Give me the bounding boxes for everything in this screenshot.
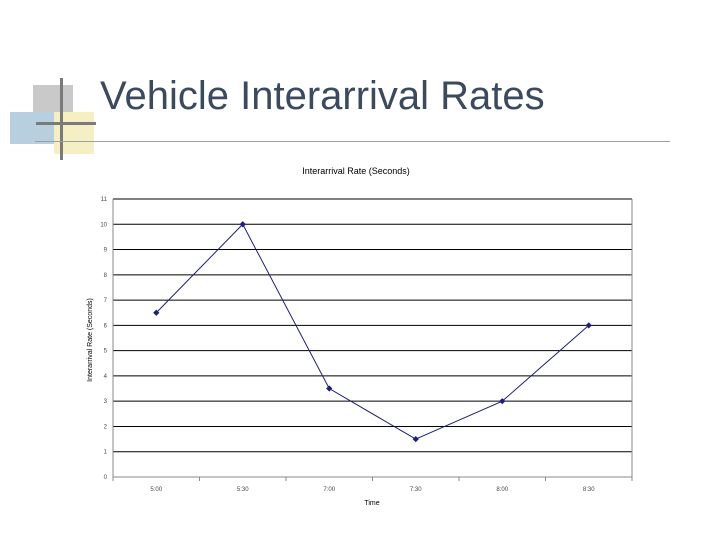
- data-point: [412, 435, 419, 443]
- title-divider: [35, 141, 670, 142]
- y-axis-ticks: 0 1 2 3 4 5 6 7 8 9 10 11: [100, 197, 107, 481]
- chart-axes: [112, 199, 633, 478]
- y-tick-label: 5: [104, 349, 108, 355]
- logo-blue-square: [10, 112, 56, 144]
- data-point: [239, 221, 246, 228]
- y-tick-label: 10: [100, 222, 107, 228]
- y-tick-label: 0: [104, 475, 108, 481]
- series-line: [155, 223, 590, 440]
- y-tick-label: 9: [104, 248, 108, 254]
- logo-horizontal-bar: [36, 122, 96, 125]
- data-point: [326, 385, 333, 392]
- x-axis-ticks: 5:00 5:30 7:00 7:30 8:00 8:30: [112, 477, 633, 493]
- x-tick-label: 5:30: [237, 487, 249, 493]
- y-tick-label: 7: [104, 298, 108, 304]
- y-tick-label: 2: [104, 424, 108, 430]
- x-tick-label: 8:30: [583, 487, 595, 493]
- x-tick-label: 5:00: [150, 487, 162, 493]
- x-tick-label: 7:30: [410, 487, 422, 493]
- y-tick-label: 8: [104, 273, 108, 279]
- chart-title: Interarrival Rate (Seconds): [302, 166, 410, 176]
- chart-series: [153, 221, 592, 443]
- slide-title: Vehicle Interarrival Rates: [100, 74, 545, 118]
- x-tick-label: 8:00: [496, 487, 508, 493]
- y-tick-label: 3: [104, 399, 108, 405]
- y-tick-label: 11: [101, 197, 108, 203]
- y-tick-label: 1: [104, 450, 108, 456]
- y-tick-label: 4: [104, 374, 108, 380]
- x-tick-label: 7:00: [323, 487, 335, 493]
- y-axis-label: Interarrival Rate (Seconds): [87, 298, 94, 382]
- y-tick-label: 6: [104, 323, 108, 329]
- chart-gridlines: [113, 198, 632, 453]
- data-point: [499, 398, 506, 405]
- logo-vertical-bar: [60, 78, 63, 160]
- x-axis-label: Time: [364, 500, 379, 507]
